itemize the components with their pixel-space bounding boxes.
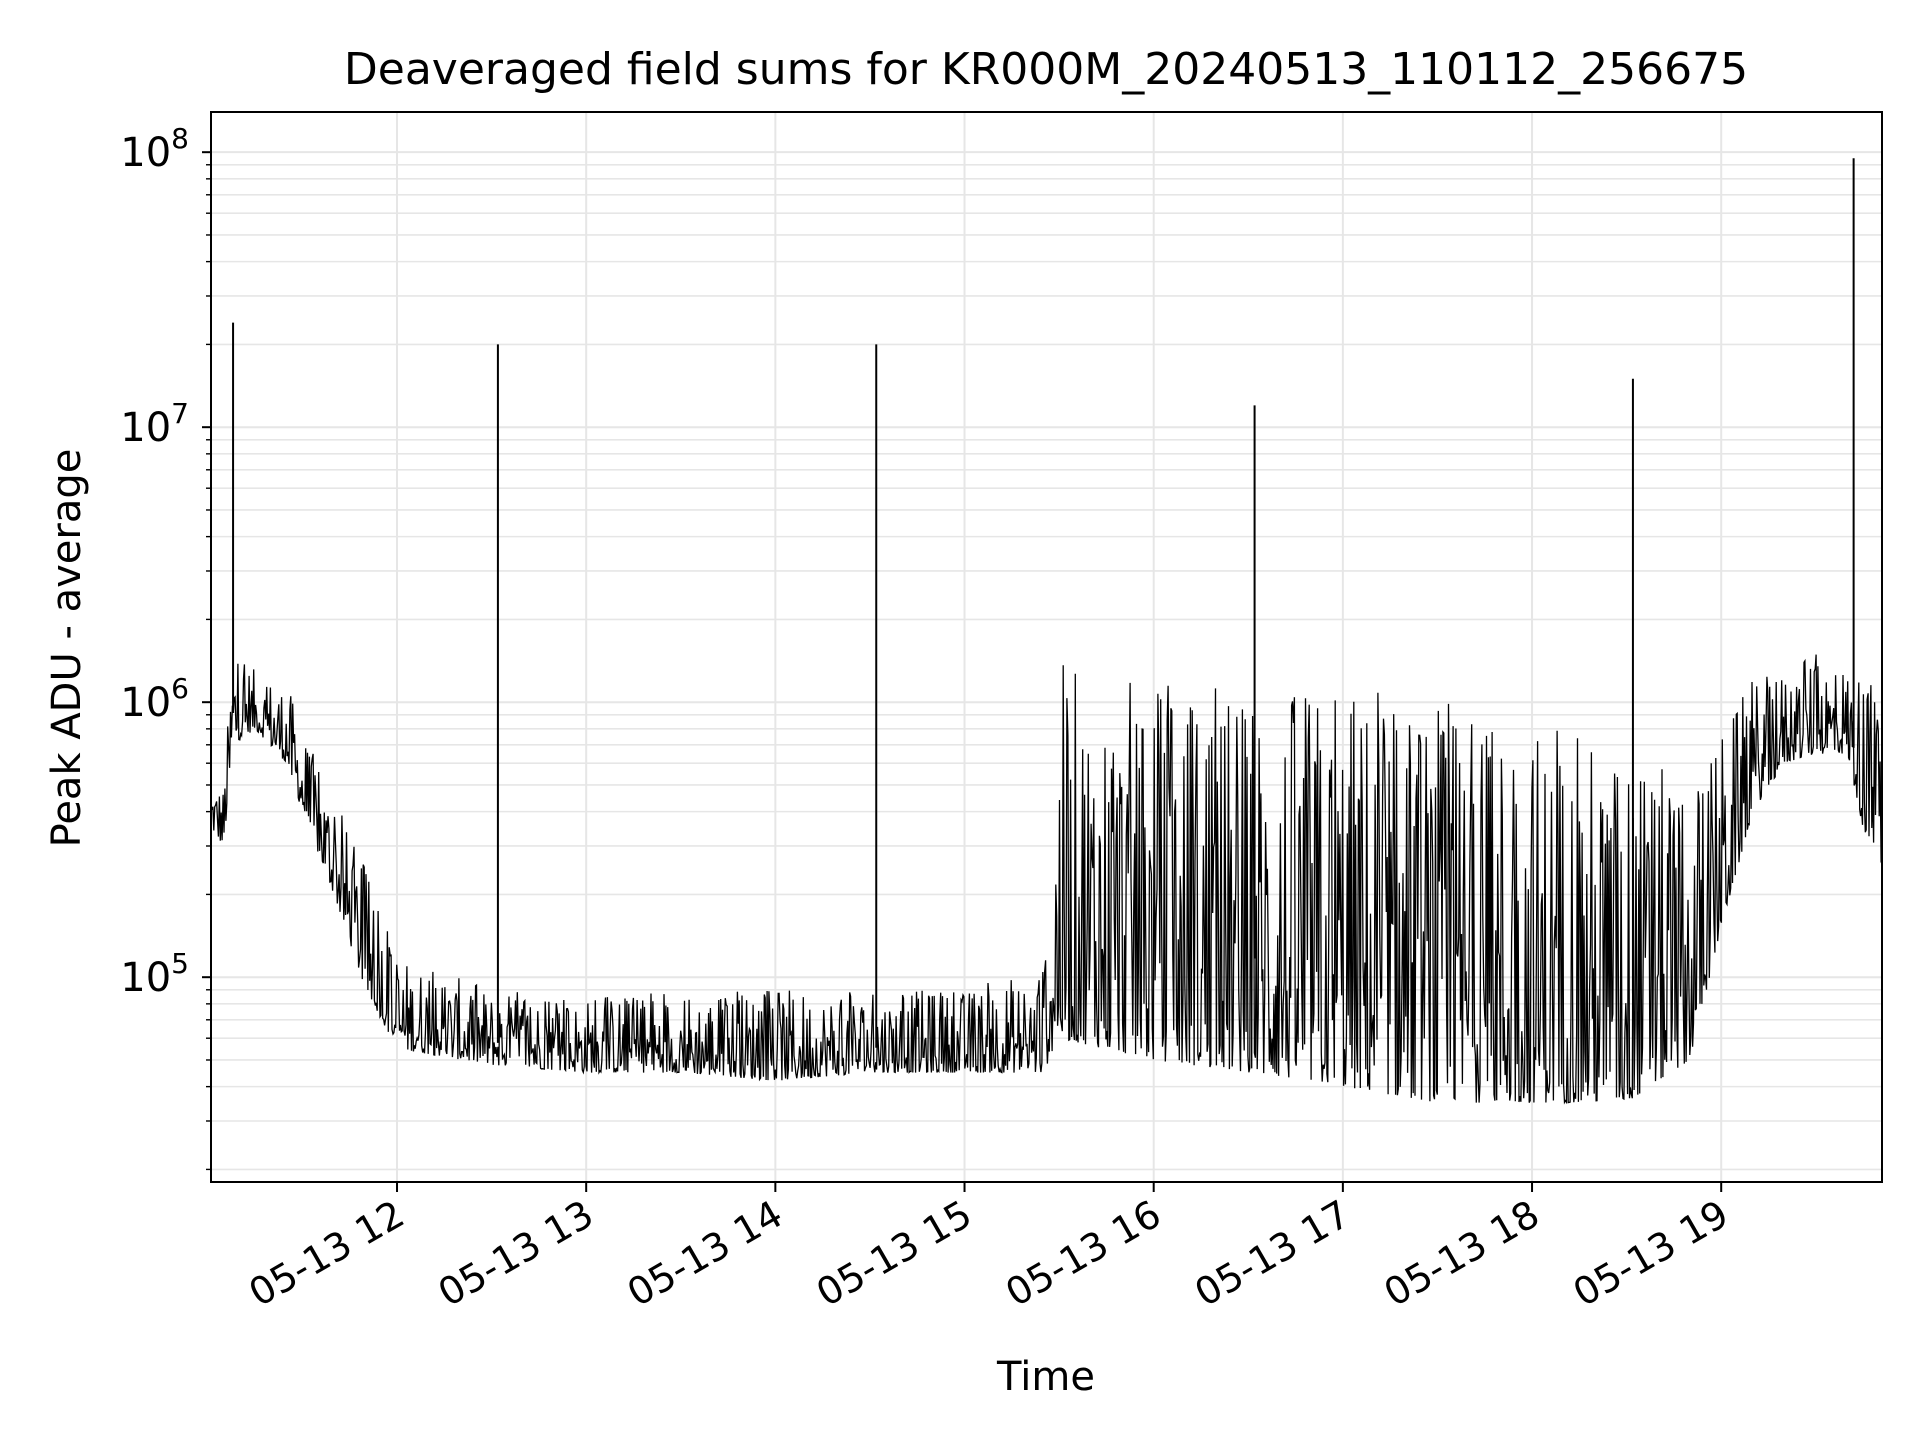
y-tick-label: 106 — [120, 672, 189, 726]
x-tick-label: 05-13 16 — [998, 1192, 1168, 1316]
series-line — [210, 654, 1883, 1105]
x-tick-label: 05-13 14 — [620, 1192, 790, 1316]
x-tick-label: 05-13 19 — [1566, 1192, 1736, 1316]
y-tick-label: 108 — [120, 122, 189, 176]
grid — [211, 112, 1882, 1182]
x-tick-label: 05-13 17 — [1187, 1192, 1357, 1316]
x-axis: 05-13 12 05-13 13 05-13 14 05-13 15 05-13 16… — [242, 1182, 1736, 1315]
y-tick-label: 107 — [120, 397, 189, 451]
x-tick-label: 05-13 15 — [809, 1192, 979, 1316]
x-tick-label: 05-13 12 — [242, 1192, 412, 1316]
y-axis-label: Peak ADU - average — [44, 449, 90, 848]
plot-line-series — [210, 158, 1883, 1105]
plot-frame — [210, 111, 1883, 1183]
y-tick-label: 105 — [120, 947, 189, 1001]
x-tick-label: 05-13 18 — [1377, 1192, 1547, 1316]
chart-title: Deaveraged field sums for KR000M_2024051… — [344, 44, 1748, 95]
x-axis-label: Time — [996, 1354, 1095, 1400]
y-axis: 105 106 107 108 — [120, 122, 211, 1171]
x-tick-label: 05-13 13 — [431, 1192, 601, 1316]
